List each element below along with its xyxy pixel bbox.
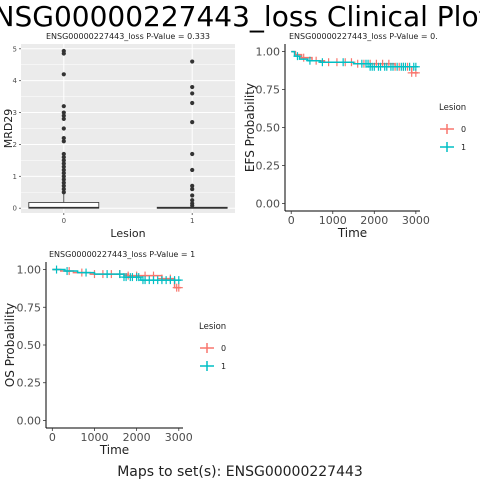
box-outlier-point <box>190 91 195 96</box>
box-outlier-point <box>190 203 195 208</box>
legend-entry-label: 1 <box>461 143 466 152</box>
box-outlier-point <box>61 183 66 188</box>
legend-entry-label: 0 <box>221 344 226 353</box>
box-outlier-point <box>61 158 66 163</box>
y-tick-label: 0.00 <box>256 197 281 210</box>
box-outlier-point <box>61 186 66 192</box>
y-tick-label: 2 <box>13 141 17 149</box>
x-axis-label: Time <box>337 226 367 240</box>
x-tick-label: 0 <box>288 214 295 227</box>
y-tick-label: 0.75 <box>256 84 281 97</box>
box-outlier-point <box>61 135 66 141</box>
y-tick-label: 1 <box>13 173 17 181</box>
y-tick-label: 0 <box>13 205 17 213</box>
y-tick-label: 1.00 <box>256 46 281 59</box>
box-outlier-point <box>190 84 195 90</box>
legend-title: Lesion <box>439 103 466 113</box>
y-axis-label: OS Probability <box>3 303 17 387</box>
y-tick-label: 0.75 <box>17 301 42 314</box>
y-tick-label: 3 <box>13 109 17 117</box>
x-tick-label: 2000 <box>360 214 388 227</box>
box-outlier-point <box>61 126 66 131</box>
legend: Lesion 0 1 <box>439 103 466 152</box>
box-outlier-point <box>190 120 195 125</box>
box-outlier-point <box>190 151 195 157</box>
efs-km-panel: 0.00 0.25 0.50 0.75 1.00 0 1000 2000 3000 ENSG000… <box>243 32 466 240</box>
box-outlier-point <box>190 198 195 203</box>
x-axis-label: Time <box>99 443 129 457</box>
y-tick-label: 0.25 <box>17 377 42 390</box>
panel-title: ENSG00000227443_loss P-Value = 0.333 <box>46 32 210 41</box>
x-tick-label: 1000 <box>319 214 347 227</box>
x-tick-label: 0 <box>62 217 66 225</box>
box-outlier-point <box>190 186 195 192</box>
box-outlier-point <box>190 193 195 198</box>
x-tick-label: 3000 <box>165 431 193 444</box>
legend: Lesion 0 1 <box>199 322 226 371</box>
x-tick-label: 1000 <box>80 431 108 444</box>
box-outlier-point <box>61 139 66 144</box>
box-outlier-point <box>61 51 66 56</box>
legend-title: Lesion <box>199 322 226 332</box>
mrd29-boxplot-panel: 0 1 2 3 4 5 0 1 ENSG00000227443_loss P-Value = 0… <box>2 32 235 240</box>
box-outlier-point <box>61 151 66 157</box>
box-outlier-point <box>61 164 66 169</box>
panel-title: ENSG00000227443_loss P-Value = 0. <box>289 32 438 41</box>
box-outlier-point <box>190 167 195 173</box>
box-outlier-point <box>190 183 195 188</box>
box-outlier-point <box>61 113 66 118</box>
legend-entry-label: 0 <box>461 125 466 134</box>
y-tick-label: 1.00 <box>17 264 42 277</box>
x-tick-label: 2000 <box>123 431 151 444</box>
y-axis-label: EFS Probability <box>243 83 257 172</box>
box-outlier-point <box>61 177 66 182</box>
x-tick-label: 0 <box>49 431 56 444</box>
panel-title: ENSG00000227443_loss P-Value = 1 <box>49 250 195 259</box>
box-outlier-point <box>61 72 66 77</box>
box-outlier-point <box>61 167 66 173</box>
figure-title: ENSG00000227443_loss Clinical Plots <box>0 0 480 33</box>
box-outlier-point <box>61 190 66 195</box>
box-outlier-point <box>61 110 66 115</box>
y-tick-label: 0.00 <box>17 414 42 427</box>
figure-caption: Maps to set(s): ENSG00000227443 <box>117 464 363 480</box>
y-axis-label: MRD29 <box>2 109 15 149</box>
box-outlier-point <box>61 104 66 109</box>
x-tick-label: 3000 <box>402 214 430 227</box>
os-km-panel: 0.00 0.25 0.50 0.75 1.00 0 1000 2000 3000 ENSG000… <box>3 250 226 457</box>
box-outlier-point <box>61 174 66 179</box>
legend-entry-label: 1 <box>221 362 226 371</box>
box-outlier-point <box>190 59 195 64</box>
y-tick-label: 0.50 <box>256 122 281 135</box>
y-tick-label: 0.50 <box>17 339 42 352</box>
y-tick-label: 0.25 <box>256 159 281 172</box>
box-outlier-point <box>61 171 66 176</box>
box-outlier-point <box>61 161 66 166</box>
box-outlier-point <box>61 155 66 160</box>
x-tick-label: 1 <box>190 217 194 225</box>
box-outlier-point <box>61 180 66 185</box>
box-outlier-point <box>190 100 195 106</box>
y-tick-label: 4 <box>13 77 18 85</box>
y-tick-label: 5 <box>13 45 17 53</box>
box-outlier-point <box>61 116 66 122</box>
x-axis-label: Lesion <box>110 227 145 240</box>
